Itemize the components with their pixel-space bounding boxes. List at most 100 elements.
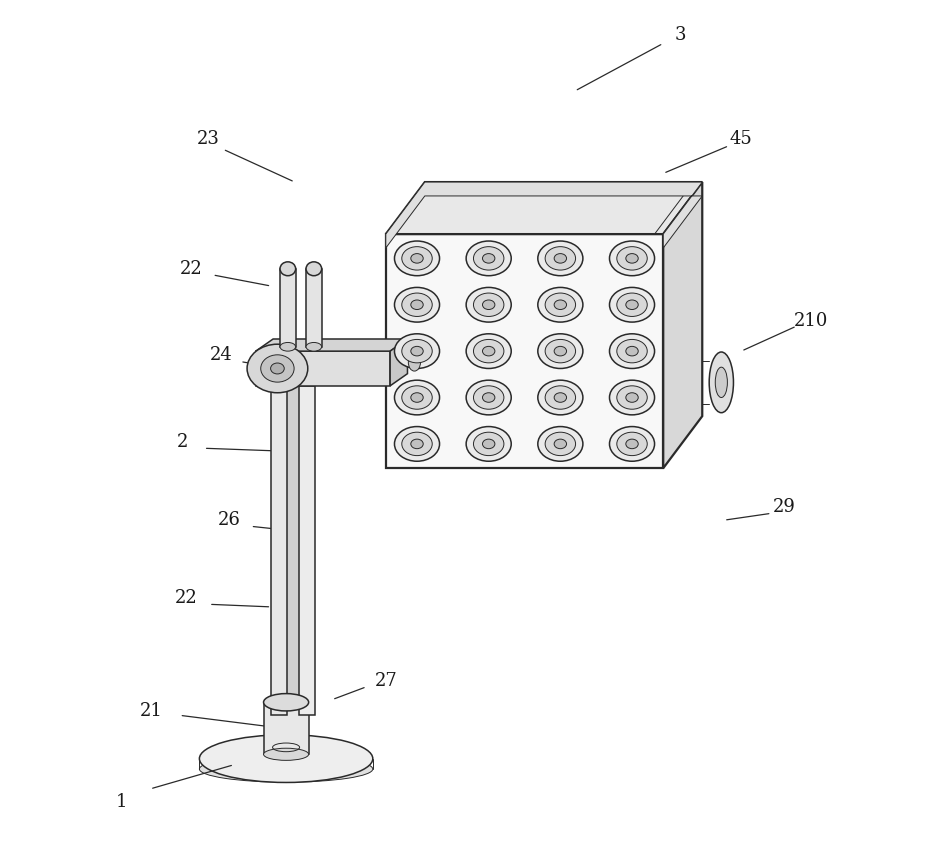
Text: 22: 22 — [175, 590, 197, 607]
Ellipse shape — [411, 393, 423, 402]
Ellipse shape — [553, 439, 566, 449]
Ellipse shape — [401, 432, 431, 455]
Polygon shape — [663, 182, 701, 468]
Ellipse shape — [473, 339, 503, 362]
Text: 3: 3 — [674, 26, 685, 43]
Bar — [279, 269, 295, 347]
Ellipse shape — [306, 262, 321, 276]
Text: 24: 24 — [210, 347, 232, 364]
Ellipse shape — [473, 432, 503, 455]
Text: 22: 22 — [179, 260, 202, 277]
Ellipse shape — [537, 287, 582, 323]
Ellipse shape — [465, 427, 511, 461]
Ellipse shape — [545, 339, 575, 362]
Ellipse shape — [199, 756, 372, 782]
Ellipse shape — [553, 346, 566, 355]
Ellipse shape — [411, 253, 423, 264]
Ellipse shape — [401, 246, 431, 271]
Ellipse shape — [537, 380, 582, 414]
Text: 21: 21 — [140, 702, 163, 720]
Ellipse shape — [616, 386, 647, 409]
Ellipse shape — [625, 253, 637, 264]
Ellipse shape — [394, 334, 439, 368]
Text: 23: 23 — [196, 130, 219, 147]
Polygon shape — [256, 339, 407, 351]
Ellipse shape — [482, 346, 495, 355]
Ellipse shape — [394, 241, 439, 276]
Text: 1: 1 — [115, 793, 127, 811]
Ellipse shape — [616, 293, 647, 316]
Ellipse shape — [616, 432, 647, 455]
Ellipse shape — [553, 300, 566, 310]
Ellipse shape — [306, 342, 321, 351]
Ellipse shape — [482, 253, 495, 264]
Text: 29: 29 — [772, 499, 795, 516]
Bar — [306, 269, 321, 347]
Bar — [256, 351, 390, 386]
Ellipse shape — [473, 386, 503, 409]
Ellipse shape — [394, 380, 439, 414]
Ellipse shape — [261, 355, 294, 382]
Ellipse shape — [625, 393, 637, 402]
Ellipse shape — [537, 427, 582, 461]
Ellipse shape — [609, 241, 654, 276]
Ellipse shape — [465, 287, 511, 323]
Text: 210: 210 — [793, 312, 827, 329]
Ellipse shape — [616, 246, 647, 271]
Ellipse shape — [394, 427, 439, 461]
Ellipse shape — [609, 287, 654, 323]
Ellipse shape — [625, 300, 637, 310]
Ellipse shape — [609, 380, 654, 414]
Ellipse shape — [473, 246, 503, 271]
Ellipse shape — [609, 427, 654, 461]
Ellipse shape — [408, 354, 420, 371]
Text: 27: 27 — [374, 672, 396, 689]
Ellipse shape — [270, 363, 284, 374]
Ellipse shape — [609, 334, 654, 368]
Ellipse shape — [537, 334, 582, 368]
Ellipse shape — [482, 300, 495, 310]
Ellipse shape — [465, 334, 511, 368]
Bar — [385, 234, 663, 468]
Polygon shape — [390, 339, 407, 386]
Ellipse shape — [465, 380, 511, 414]
Polygon shape — [385, 182, 701, 248]
Ellipse shape — [625, 439, 637, 449]
Ellipse shape — [708, 352, 733, 413]
Text: 26: 26 — [218, 512, 241, 529]
Text: 2: 2 — [177, 434, 188, 451]
Ellipse shape — [616, 339, 647, 362]
Text: 45: 45 — [729, 130, 751, 147]
Ellipse shape — [482, 439, 495, 449]
Ellipse shape — [715, 368, 727, 397]
Ellipse shape — [553, 393, 566, 402]
Ellipse shape — [246, 344, 308, 393]
Polygon shape — [385, 182, 701, 234]
Bar — [271, 386, 287, 715]
Ellipse shape — [473, 293, 503, 316]
Ellipse shape — [401, 293, 431, 316]
Ellipse shape — [537, 241, 582, 276]
Ellipse shape — [401, 339, 431, 362]
Ellipse shape — [545, 246, 575, 271]
Ellipse shape — [411, 346, 423, 355]
Ellipse shape — [545, 293, 575, 316]
Bar — [263, 702, 309, 754]
Ellipse shape — [482, 393, 495, 402]
Ellipse shape — [263, 748, 309, 760]
Ellipse shape — [394, 287, 439, 323]
Ellipse shape — [465, 241, 511, 276]
Ellipse shape — [411, 300, 423, 310]
Ellipse shape — [263, 694, 309, 711]
Ellipse shape — [545, 386, 575, 409]
Ellipse shape — [625, 346, 637, 355]
Bar — [287, 386, 299, 715]
Ellipse shape — [279, 262, 295, 276]
Ellipse shape — [545, 432, 575, 455]
Ellipse shape — [279, 342, 295, 351]
Ellipse shape — [411, 439, 423, 449]
Bar — [299, 386, 314, 715]
Ellipse shape — [199, 735, 372, 782]
Ellipse shape — [553, 253, 566, 264]
Ellipse shape — [401, 386, 431, 409]
